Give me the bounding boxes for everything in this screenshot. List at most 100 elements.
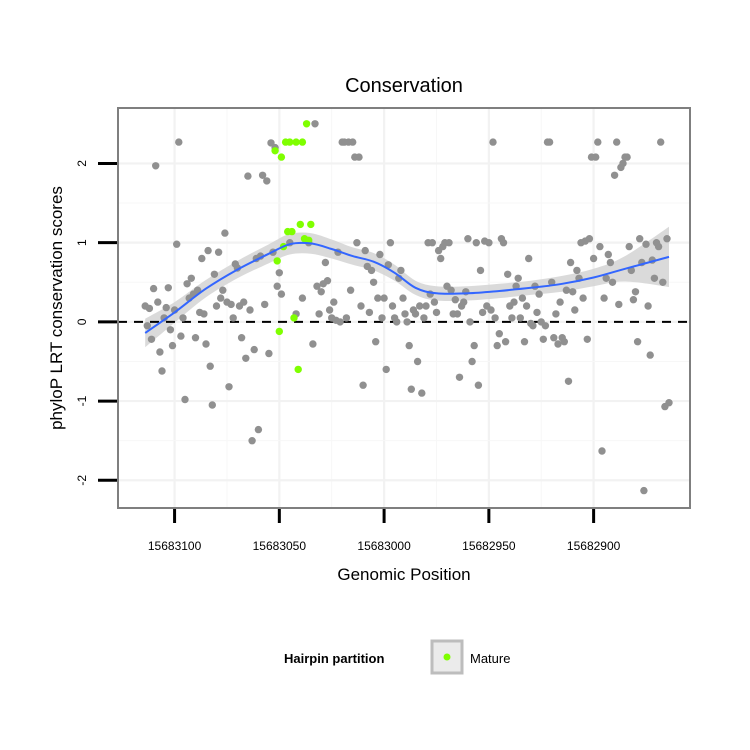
other-point (596, 242, 604, 251)
y-tick-label: 0 (75, 318, 89, 325)
other-point (382, 365, 390, 374)
other-point (374, 294, 382, 302)
other-point (411, 310, 420, 318)
other-point (166, 326, 175, 334)
other-point (466, 318, 474, 326)
other-point (221, 229, 229, 237)
other-point (181, 395, 189, 404)
other-point (491, 314, 499, 322)
other-point (529, 322, 537, 330)
other-point (569, 288, 577, 296)
other-point (397, 266, 405, 275)
y-tick-label: -1 (75, 395, 89, 406)
other-point (367, 266, 376, 275)
mature-point (271, 147, 279, 155)
y-tick-label: 2 (75, 160, 89, 167)
other-point (445, 239, 453, 247)
other-point (384, 261, 392, 269)
other-point (175, 138, 183, 146)
x-tick-label: 15683000 (357, 539, 411, 553)
other-point (388, 302, 397, 310)
y-axis-title: phyloP LRT conservation scores (47, 186, 66, 430)
mature-point (307, 220, 315, 229)
other-point (493, 341, 501, 350)
other-point (313, 282, 321, 290)
other-point (219, 286, 227, 294)
other-point (273, 282, 281, 290)
other-point (399, 294, 407, 302)
mature-point (292, 138, 300, 146)
other-point (210, 270, 219, 278)
other-point (600, 294, 608, 302)
other-point (325, 306, 334, 314)
other-point (418, 389, 426, 397)
x-axis: 15683100 15683050 15683000 15682950 15682900 (148, 509, 621, 553)
y-tick-label: 1 (75, 239, 89, 246)
mature-point (288, 227, 296, 236)
other-point (200, 310, 208, 318)
legend-mature-swatch (443, 653, 451, 661)
other-point (623, 153, 631, 161)
legend-label-mature: Mature (470, 651, 510, 666)
other-point (501, 338, 510, 346)
other-point (336, 318, 344, 326)
other-point (173, 240, 181, 248)
other-point (315, 310, 323, 318)
other-point (608, 278, 617, 286)
other-point (420, 314, 428, 322)
y-axis: -2 -1 0 1 2 (75, 160, 117, 486)
other-point (476, 266, 485, 275)
legend: Hairpin partition Mature (284, 639, 510, 675)
other-point (359, 381, 367, 389)
other-point (154, 298, 162, 306)
other-point (613, 138, 621, 146)
x-tick-label: 15683100 (148, 539, 202, 553)
other-point (158, 367, 166, 375)
other-point (206, 362, 214, 370)
other-point (353, 239, 361, 247)
other-point (401, 310, 409, 318)
other-point (349, 138, 357, 146)
other-point (487, 306, 495, 314)
other-point (598, 447, 606, 455)
other-point (244, 172, 252, 180)
other-point (453, 310, 462, 318)
x-axis-title: Genomic Position (337, 565, 470, 584)
other-point (378, 314, 386, 322)
other-point (665, 399, 673, 407)
other-point (508, 314, 516, 322)
other-point (152, 162, 160, 170)
other-point (619, 159, 627, 168)
other-point (512, 282, 520, 290)
confidence-ribbon (145, 226, 669, 348)
other-point (545, 138, 554, 146)
other-point (346, 286, 355, 294)
other-point (520, 338, 529, 346)
mature-point (277, 153, 286, 161)
other-point (309, 340, 317, 348)
other-point (145, 304, 154, 313)
mature-point (273, 257, 281, 265)
other-point (217, 294, 225, 302)
other-point (552, 310, 560, 318)
other-point (298, 294, 307, 302)
other-point (533, 308, 541, 317)
other-point (179, 314, 187, 322)
other-point (539, 335, 547, 343)
other-point (564, 377, 573, 385)
other-point (432, 308, 441, 317)
other-point (393, 318, 401, 326)
mature-point (294, 365, 302, 374)
other-point (560, 338, 568, 346)
other-point (566, 258, 575, 267)
other-point (510, 298, 518, 306)
other-point (156, 348, 164, 356)
plot-panel-border (117, 107, 691, 509)
other-point (357, 302, 365, 310)
other-point (629, 296, 638, 304)
other-point (583, 335, 591, 343)
other-point (499, 239, 508, 247)
other-point (246, 306, 254, 314)
legend-title: Hairpin partition (284, 651, 384, 666)
